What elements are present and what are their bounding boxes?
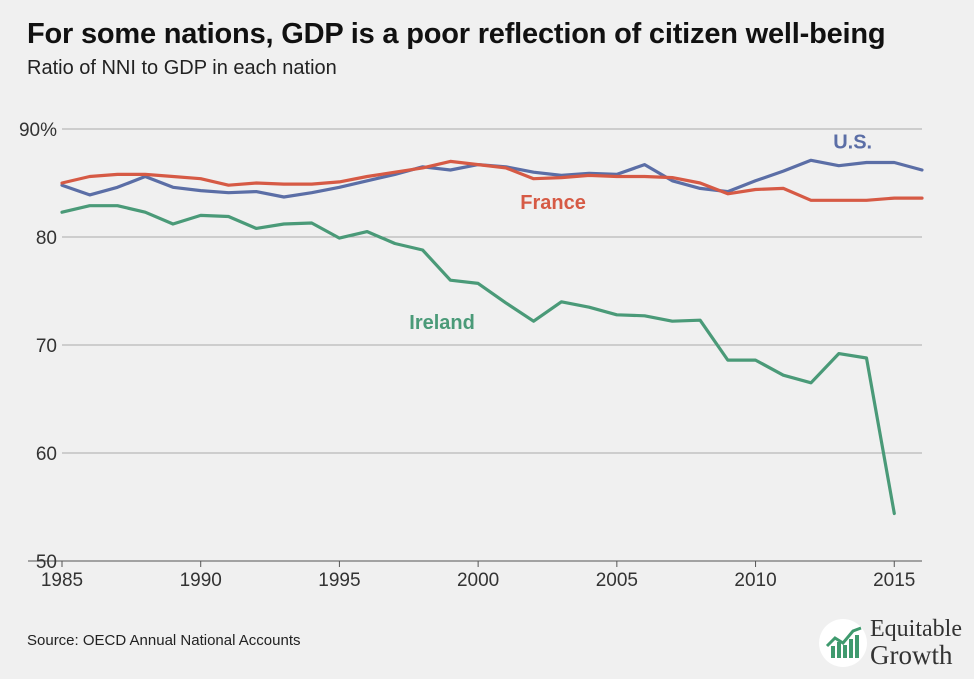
y-tick-label: 70 xyxy=(36,336,57,357)
y-tick-label: 50 xyxy=(36,552,57,573)
series-line-ireland xyxy=(60,204,896,516)
x-tick-label: 1990 xyxy=(180,570,222,591)
x-tick-label: 2000 xyxy=(457,570,499,591)
logo-line-2: Growth xyxy=(870,640,953,670)
series-label-france: France xyxy=(520,192,586,214)
x-tick-label: 2005 xyxy=(596,570,638,591)
x-tick-label: 2015 xyxy=(873,570,915,591)
series-label-us: U.S. xyxy=(833,131,872,153)
line-chart: 50 60 70 80 90% 1985 1990 1995 2000 2005 2010 2015 U… xyxy=(19,120,924,591)
y-tick-label: 60 xyxy=(36,444,57,465)
y-tick-label: 90% xyxy=(19,120,57,141)
x-tick-label: 1985 xyxy=(41,570,83,591)
y-tick-label: 80 xyxy=(36,228,57,249)
equitable-growth-logo: Equitable Growth xyxy=(816,612,972,672)
chart-title: For some nations, GDP is a poor reflecti… xyxy=(27,18,886,50)
series-label-ireland: Ireland xyxy=(409,312,475,334)
series-line-france xyxy=(60,159,924,202)
logo-mark-icon xyxy=(819,619,867,667)
logo-line-1: Equitable xyxy=(870,616,962,642)
source-note: Source: OECD Annual National Accounts xyxy=(27,632,301,649)
chart-subtitle: Ratio of NNI to GDP in each nation xyxy=(27,57,337,79)
x-tick-label: 2010 xyxy=(734,570,776,591)
x-tick-label: 1995 xyxy=(318,570,360,591)
